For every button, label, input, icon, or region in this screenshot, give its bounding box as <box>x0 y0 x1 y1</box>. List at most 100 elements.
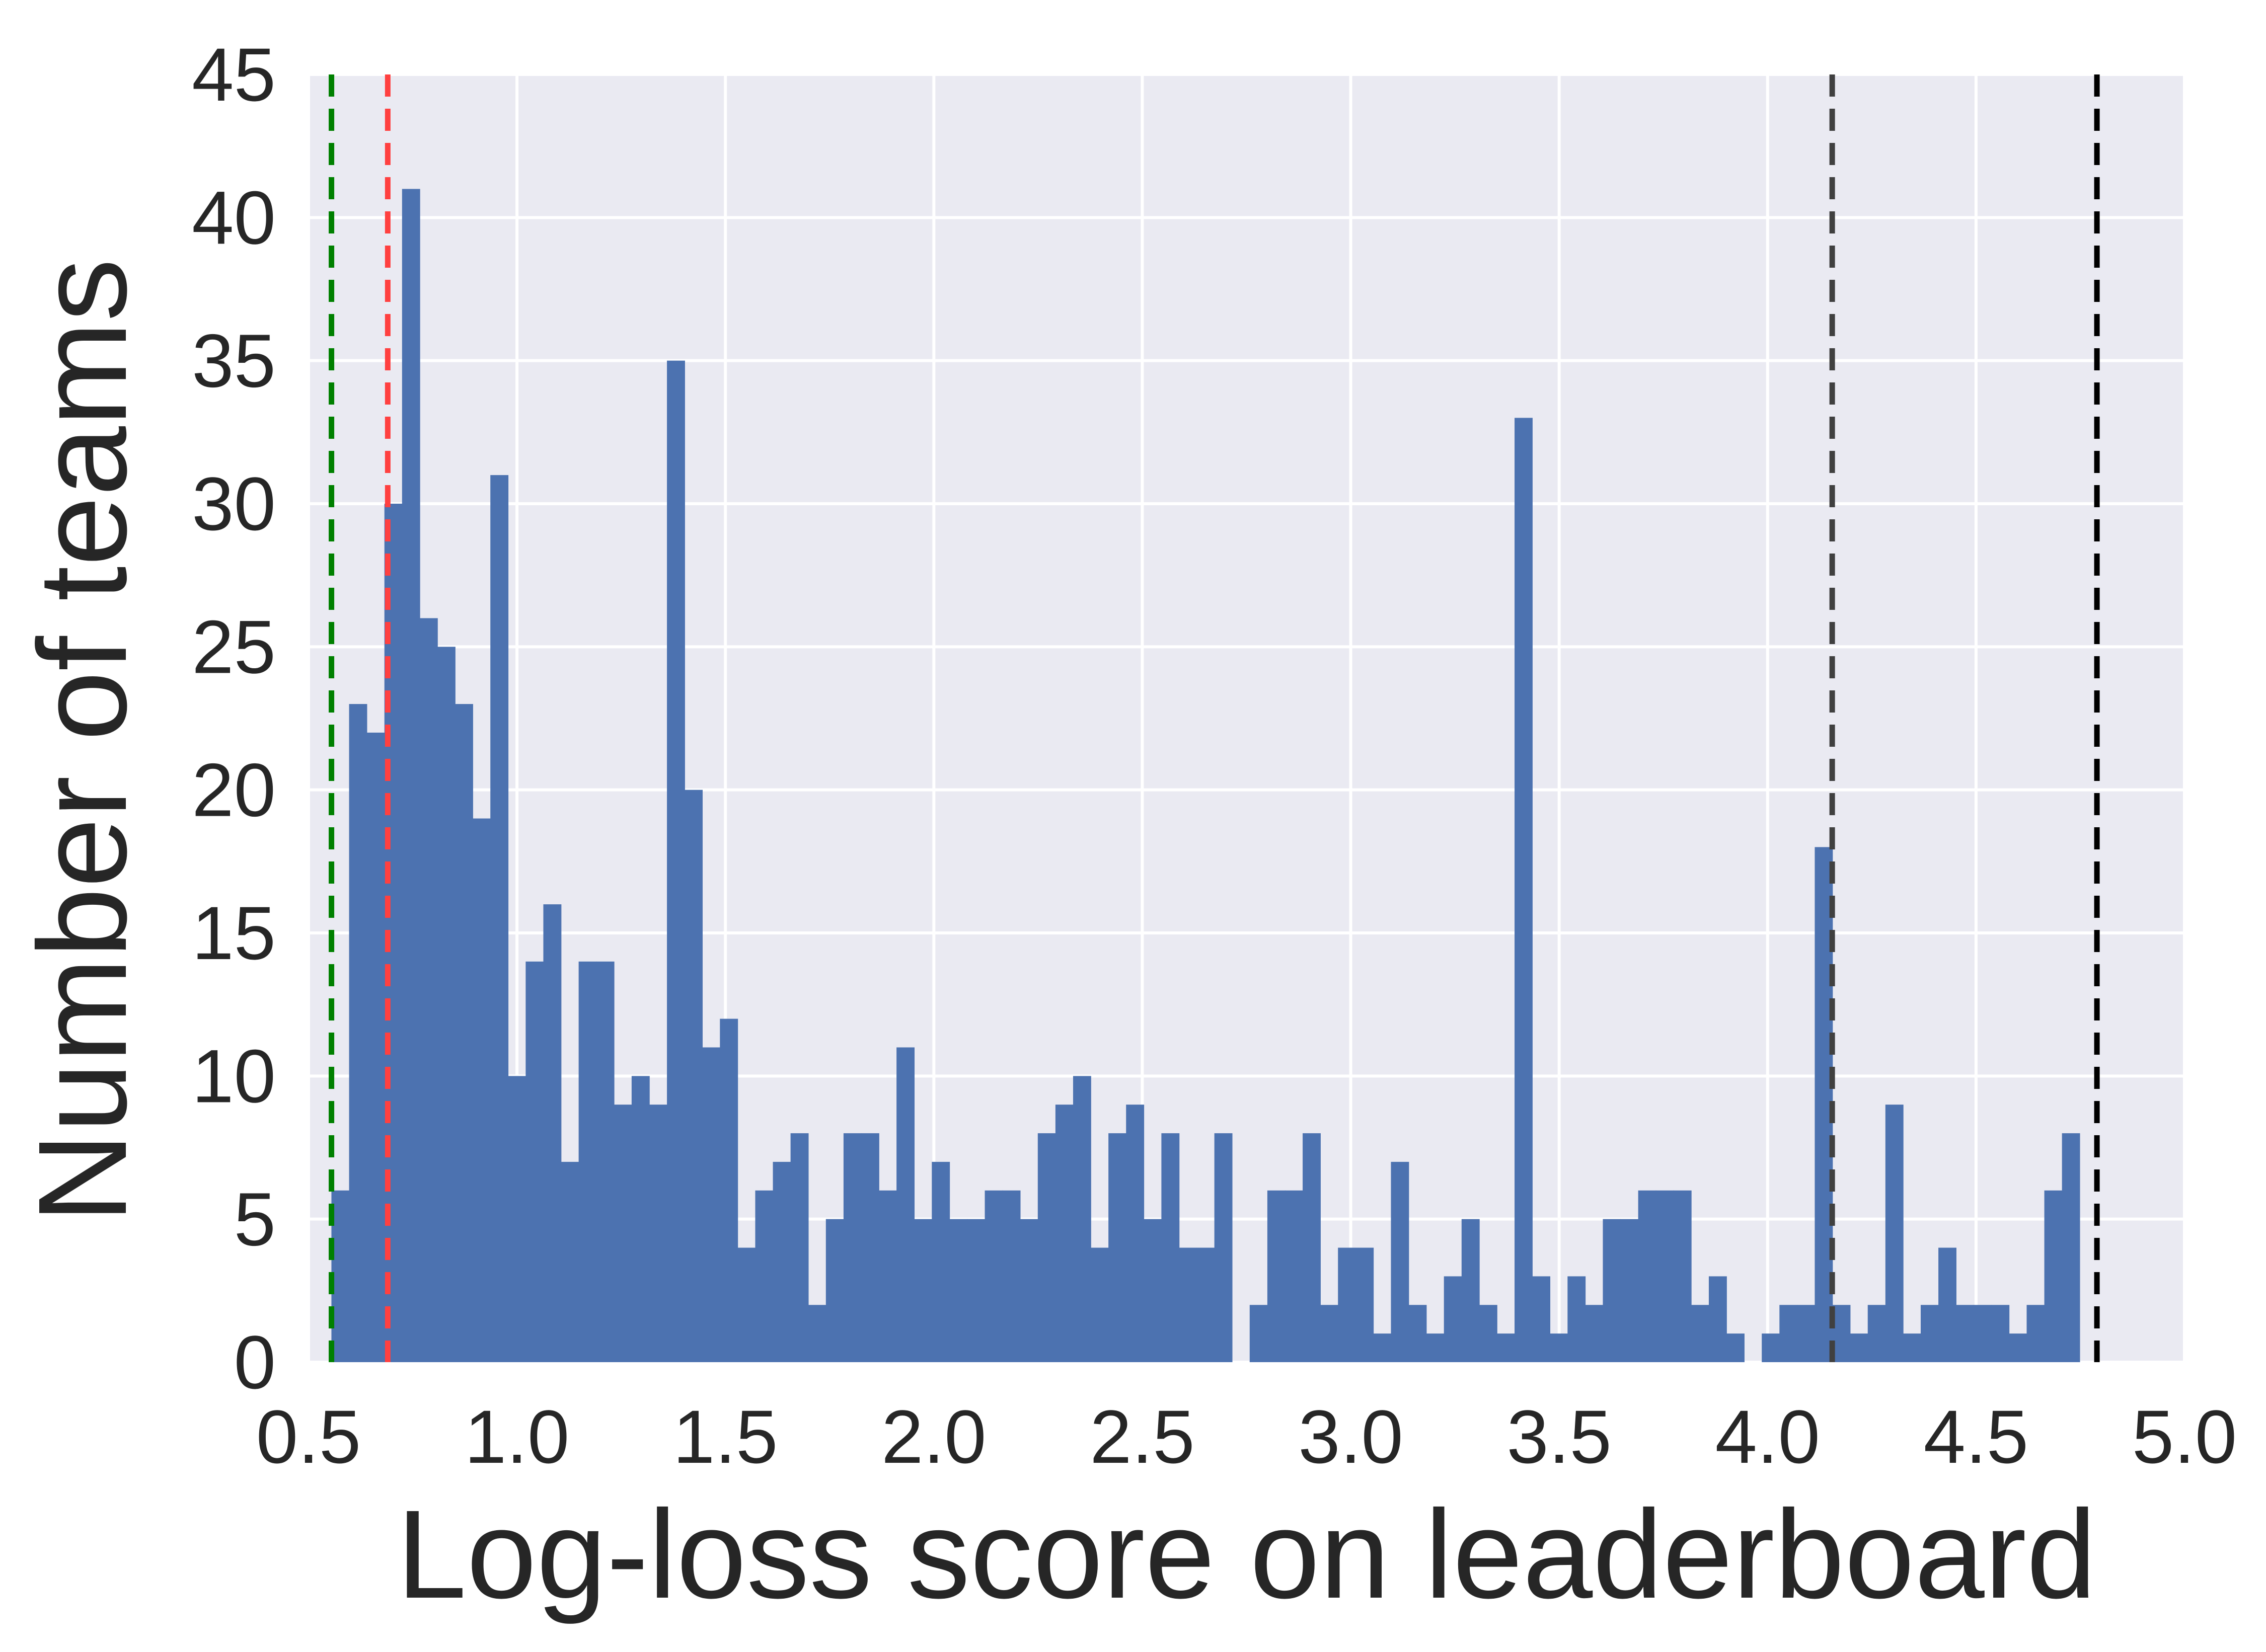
histogram-bar <box>1338 1247 1356 1362</box>
histogram-bar <box>1974 1305 1992 1362</box>
histogram-bar <box>1515 418 1533 1362</box>
histogram-bar <box>508 1076 526 1362</box>
x-tick-label: 2.5 <box>1090 1394 1195 1479</box>
x-tick-label: 0.5 <box>256 1394 361 1479</box>
histogram-bar <box>1285 1190 1303 1362</box>
histogram-bar <box>1867 1305 1886 1362</box>
histogram-bar <box>631 1076 650 1362</box>
reference-lines <box>329 74 2100 1362</box>
x-axis-label: Log-loss score on leaderboard <box>397 1484 2096 1624</box>
histogram-bar <box>667 360 685 1362</box>
histogram-bar <box>455 704 473 1362</box>
histogram-bar <box>773 1161 791 1362</box>
histogram-bar <box>1161 1133 1180 1362</box>
x-tick-label: 3.0 <box>1298 1394 1403 1479</box>
histogram-bar <box>2009 1333 2027 1362</box>
histogram-bar <box>1108 1133 1127 1362</box>
histogram-bar <box>1020 1219 1038 1362</box>
histogram-bar <box>1691 1305 1709 1362</box>
histogram-bar <box>2026 1305 2045 1362</box>
histogram-bar <box>614 1105 632 1362</box>
x-tick-label: 4.5 <box>1924 1394 2029 1479</box>
histogram-bar <box>685 790 703 1362</box>
histogram-bar <box>561 1161 579 1362</box>
histogram-bar <box>1726 1333 1745 1362</box>
histogram-bar <box>490 475 509 1363</box>
histogram-bar <box>1903 1333 1921 1362</box>
histogram-bar <box>1938 1247 1956 1362</box>
histogram-bar <box>1885 1105 1904 1362</box>
y-tick-label: 15 <box>192 891 276 975</box>
histogram-bar <box>1567 1276 1586 1362</box>
x-tick-labels: 0.5 1.0 1.5 2.0 2.5 3.0 3.5 4.0 4.5 5.0 <box>256 1394 2237 1479</box>
histogram-bar <box>1461 1219 1480 1362</box>
histogram-bar <box>825 1219 844 1362</box>
histogram-bar <box>437 647 456 1362</box>
histogram-bar <box>1991 1305 2010 1362</box>
histogram-bar <box>1249 1305 1268 1362</box>
histogram-bar <box>1444 1276 1462 1362</box>
histogram-bar <box>1850 1333 1868 1362</box>
histogram-bar <box>2044 1190 2063 1362</box>
histogram-bar <box>1426 1333 1445 1362</box>
histogram-bar <box>1638 1190 1656 1362</box>
histogram-bar <box>879 1190 897 1362</box>
histogram-bar <box>1708 1276 1727 1362</box>
histogram-bar <box>790 1133 809 1362</box>
histogram-bar <box>896 1047 915 1362</box>
histogram-bar <box>1320 1305 1339 1362</box>
histogram-bar <box>1091 1247 1109 1362</box>
histogram-bar <box>932 1161 950 1362</box>
histogram-bar <box>1373 1333 1392 1362</box>
x-tick-label: 2.0 <box>881 1394 987 1479</box>
histogram-bars <box>331 189 2080 1363</box>
histogram-bar <box>720 1018 738 1362</box>
histogram-bar <box>1037 1133 1056 1362</box>
histogram-bar <box>473 818 491 1362</box>
y-tick-labels: 0 5 10 15 20 25 30 35 40 45 <box>192 32 276 1404</box>
histogram-bar <box>1214 1133 1233 1362</box>
histogram-bar <box>419 618 438 1362</box>
y-tick-label: 35 <box>192 319 276 403</box>
y-tick-label: 30 <box>192 461 276 546</box>
histogram-bar <box>1797 1305 1816 1362</box>
histogram-bar <box>1956 1305 1975 1362</box>
x-tick-label: 1.0 <box>465 1394 570 1479</box>
histogram-bar <box>967 1219 986 1362</box>
histogram-bar <box>1179 1247 1197 1362</box>
histogram-bar <box>1144 1219 1162 1362</box>
histogram-bar <box>366 732 385 1362</box>
y-tick-label: 5 <box>234 1177 276 1262</box>
histogram-bar <box>1002 1190 1021 1362</box>
histogram-bar <box>1126 1105 1145 1362</box>
histogram-bar <box>1073 1076 1091 1362</box>
histogram-bar <box>525 961 544 1362</box>
histogram-bar <box>1355 1247 1374 1362</box>
histogram-bar <box>649 1105 667 1362</box>
histogram-bar <box>702 1047 721 1362</box>
histogram-bar <box>1832 1305 1851 1362</box>
histogram-bar <box>914 1219 933 1362</box>
y-tick-label: 20 <box>192 748 276 832</box>
histogram-bar <box>1762 1333 1780 1362</box>
x-tick-label: 3.5 <box>1506 1394 1612 1479</box>
histogram-bar <box>1267 1190 1286 1362</box>
histogram-bar <box>1391 1161 1409 1362</box>
histogram-bar <box>808 1305 826 1362</box>
y-tick-label: 25 <box>192 604 276 689</box>
histogram-bar <box>331 1190 350 1362</box>
histogram-bar <box>1196 1247 1215 1362</box>
histogram-bar <box>861 1133 879 1362</box>
y-tick-label: 40 <box>192 175 276 260</box>
histogram-bar <box>1303 1133 1321 1362</box>
histogram-bar <box>1655 1190 1674 1362</box>
histogram-bar <box>1620 1219 1639 1362</box>
histogram-bar <box>2062 1133 2080 1362</box>
histogram-bar <box>737 1247 756 1362</box>
histogram-bar <box>1055 1105 1074 1362</box>
histogram-bar <box>1479 1305 1497 1362</box>
y-tick-label: 45 <box>192 32 276 117</box>
histogram-bar <box>349 704 367 1362</box>
y-axis-label: Number of teams <box>12 259 153 1223</box>
